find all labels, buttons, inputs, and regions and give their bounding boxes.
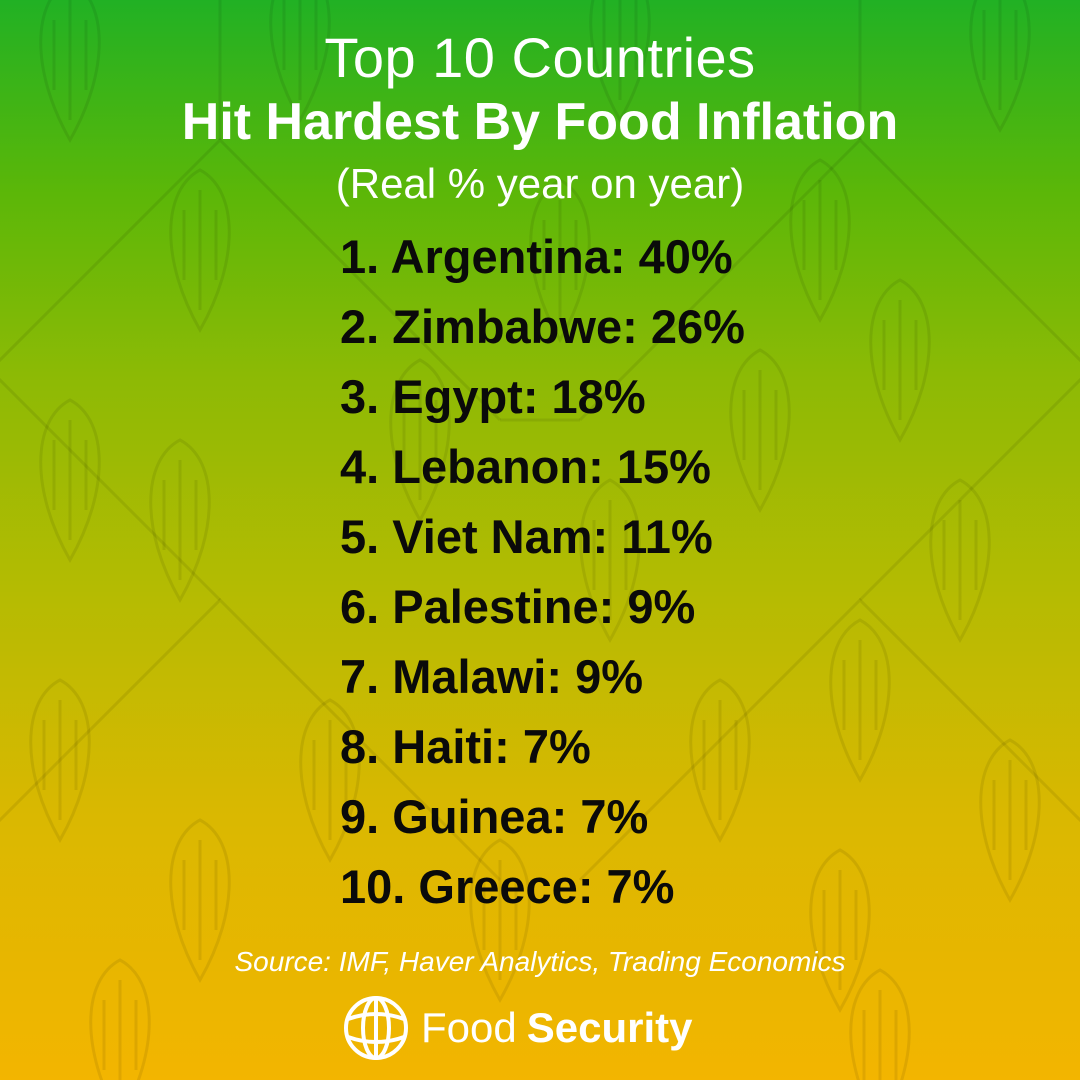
wheat-grain-icon: [979, 738, 1041, 904]
inflation-value: 9%: [627, 580, 696, 633]
brand-name: Food Security: [421, 1003, 692, 1053]
wheat-grain-icon: [589, 0, 651, 124]
inflation-value: 15%: [616, 440, 711, 493]
wheat-grain-icon: [389, 358, 451, 524]
inflation-value: 7%: [580, 790, 649, 843]
separator: :: [546, 650, 576, 703]
ranking-item: 10. Greece: 7%: [340, 854, 960, 924]
title-line-2: Hit Hardest By Food Inflation: [181, 93, 899, 151]
ranking-item: 1. Argentina: 40%: [340, 224, 960, 294]
ranking-item: 8. Haiti: 7%: [340, 714, 960, 784]
rank-number: 4.: [340, 440, 380, 493]
inflation-value: 40%: [638, 230, 733, 283]
wheat-grain-icon: [869, 278, 931, 444]
wheat-grain-icon: [829, 618, 891, 784]
inflation-value: 18%: [551, 370, 646, 423]
wheat-grain-icon: [689, 678, 751, 844]
wheat-grain-icon: [39, 0, 101, 144]
country-name: Lebanon: [392, 440, 589, 493]
separator: :: [609, 230, 639, 283]
ranking-item: 4. Lebanon: 15%: [340, 434, 960, 504]
wheat-grain-icon: [29, 678, 91, 844]
ranking-item: 3. Egypt: 18%: [340, 364, 960, 434]
wheat-grain-icon: [89, 958, 151, 1080]
wheat-grain-icon: [269, 0, 331, 124]
rank-number: 3.: [340, 370, 380, 423]
country-name: Viet Nam: [392, 510, 593, 563]
separator: :: [592, 510, 622, 563]
wheat-grain-icon: [39, 398, 101, 564]
wheat-grain-icon: [169, 818, 231, 984]
inflation-value: 11%: [621, 510, 713, 563]
title-line-1: Top 10 Countries: [324, 26, 756, 89]
country-name: Greece: [418, 860, 578, 913]
wheat-grain-icon: [729, 348, 791, 514]
separator: :: [551, 790, 581, 843]
wheat-grain-icon: [809, 848, 871, 1014]
subtitle: (Real % year on year): [335, 160, 745, 207]
country-name: Egypt: [392, 370, 523, 423]
wheat-grain-icon: [579, 478, 641, 644]
separator: :: [588, 440, 617, 493]
rank-number: 2.: [340, 300, 380, 353]
inflation-value: 7%: [606, 860, 675, 913]
source-note: Source: IMF, Haver Analytics, Trading Ec…: [234, 946, 846, 977]
ranking-item: 6. Palestine: 9%: [340, 574, 960, 644]
wheat-grain-icon: [169, 168, 231, 334]
country-name: Palestine: [392, 580, 599, 633]
wheat-grain-icon: [529, 178, 591, 344]
inflation-value: 26%: [650, 300, 745, 353]
separator: :: [598, 580, 628, 633]
country-name: Malawi: [392, 650, 547, 703]
wheat-grain-icon: [969, 0, 1031, 134]
ranking-list: 1. Argentina: 40% 2. Zimbabwe: 26% 3. Egyp…: [340, 224, 960, 924]
ranking-item: 9. Guinea: 7%: [340, 784, 960, 854]
inflation-value: 7%: [522, 720, 591, 773]
ranking-item: 7. Malawi: 9%: [340, 644, 960, 714]
separator: :: [622, 300, 651, 353]
country-name: Argentina: [390, 230, 610, 283]
wheat-grain-icon: [849, 968, 911, 1080]
rank-number: 7.: [340, 650, 380, 703]
rank-number: 5.: [340, 510, 380, 563]
wheat-grain-icon: [929, 478, 991, 644]
separator: :: [494, 720, 523, 773]
rank-number: 8.: [340, 720, 380, 773]
globe-icon: [343, 995, 409, 1061]
rank-number: 6.: [340, 580, 380, 633]
ranking-item: 2. Zimbabwe: 26%: [340, 294, 960, 364]
separator: :: [522, 370, 552, 423]
country-name: Zimbabwe: [392, 300, 623, 353]
wheat-grain-icon: [149, 438, 211, 604]
rank-number: 10.: [340, 860, 406, 913]
brand-word-food: Food: [421, 1004, 517, 1051]
inflation-value: 9%: [575, 650, 644, 703]
country-name: Haiti: [392, 720, 495, 773]
separator: :: [577, 860, 607, 913]
rank-number: 1.: [340, 230, 380, 283]
brand-logo-lockup: Food Security: [343, 994, 692, 1062]
ranking-item: 5. Viet Nam: 11%: [340, 504, 960, 574]
brand-word-security: Security: [526, 1004, 693, 1051]
country-name: Guinea: [392, 790, 552, 843]
wheat-grain-icon: [469, 838, 531, 1004]
rank-number: 9.: [340, 790, 380, 843]
wheat-grain-icon: [789, 158, 851, 324]
wheat-grain-icon: [299, 698, 361, 864]
